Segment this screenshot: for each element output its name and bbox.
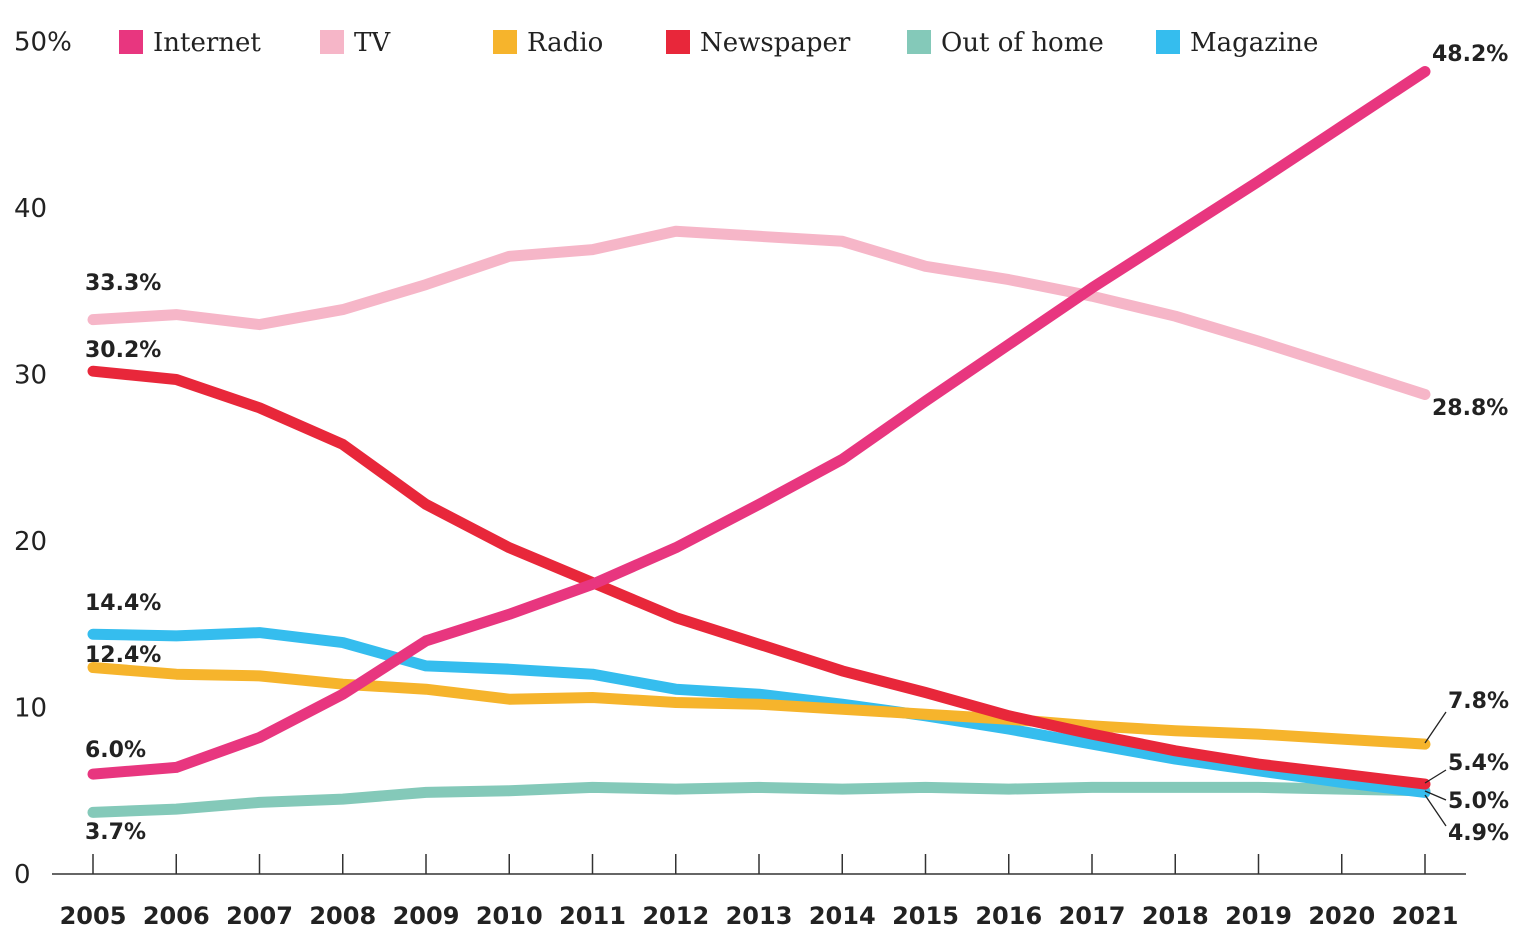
legend-item: TV [320,28,391,58]
legend-swatch [493,30,517,54]
x-tick-label: 2011 [559,902,626,930]
series-line-newspaper [87,365,1431,790]
series-line-internet [87,66,1431,780]
x-tick-label: 2018 [1142,902,1209,930]
data-label: 12.4% [85,643,161,668]
data-label: 28.8% [1432,396,1508,421]
x-tick-label: 2013 [726,902,793,930]
data-label: 3.7% [85,820,146,845]
x-tick-label: 2014 [809,902,876,930]
legend-label: Magazine [1190,28,1318,58]
y-tick-label: 10 [14,694,47,724]
series-line-radio [87,662,1431,750]
data-label: 4.9% [1448,821,1509,846]
legend: Internet TV Radio Newspaper Out of home Magaz… [119,28,1318,58]
data-label: 14.4% [85,591,161,616]
x-tick-label: 2006 [143,902,210,930]
legend-swatch [907,30,931,54]
legend-label: Out of home [941,28,1104,58]
y-tick-label: 50% [14,28,72,58]
leader-line [1424,790,1447,801]
y-axis: 0 10 20 30 40 50% [14,28,72,891]
data-label: 30.2% [85,338,161,363]
legend-label: Internet [153,28,261,58]
x-tick-label: 2012 [642,902,709,930]
legend-item: Radio [493,28,603,58]
x-tick-label: 2007 [226,902,293,930]
data-labels: 33.3% 30.2% 14.4% 12.4% 6.0% 3.7% 48.2% 28.8% 7.… [85,42,1509,846]
leader-line [1424,711,1447,744]
series-layer [87,66,1431,818]
y-tick-label: 40 [14,194,47,224]
series-line-magazine [87,627,1431,798]
data-label: 7.8% [1448,689,1509,714]
y-tick-label: 30 [14,361,47,391]
legend-item: Internet [119,28,261,58]
leader-line [1424,794,1447,827]
x-tick-label: 2017 [1059,902,1126,930]
leader-line [1424,769,1447,784]
data-label: 33.3% [85,271,161,296]
x-tick-label: 2021 [1392,902,1459,930]
x-tick-label: 2008 [309,902,376,930]
x-tick-label: 2005 [60,902,127,930]
x-tick-label: 2010 [476,902,543,930]
data-label: 6.0% [85,738,146,763]
x-tick-label: 2019 [1225,902,1292,930]
series-line-out-of-home [87,781,1431,818]
legend-swatch [666,30,690,54]
legend-label: Newspaper [700,28,851,58]
legend-swatch [320,30,344,54]
data-label: 48.2% [1432,42,1508,67]
series-line-tv [87,225,1431,400]
x-tick-label: 2020 [1308,902,1375,930]
legend-item: Newspaper [666,28,851,58]
x-tick-label: 2015 [892,902,959,930]
legend-label: TV [354,28,391,58]
legend-label: Radio [527,28,603,58]
y-tick-label: 0 [14,860,31,890]
x-tick-label: 2016 [975,902,1042,930]
data-label: 5.4% [1448,751,1509,776]
y-tick-label: 20 [14,527,47,557]
legend-item: Out of home [907,28,1104,58]
x-tick-label: 2009 [393,902,460,930]
legend-item: Magazine [1156,28,1318,58]
legend-swatch [1156,30,1180,54]
x-axis: 2005 2006 2007 2008 2009 2010 2011 2012 2013 2014… [52,854,1466,930]
legend-swatch [119,30,143,54]
data-label: 5.0% [1448,789,1509,814]
